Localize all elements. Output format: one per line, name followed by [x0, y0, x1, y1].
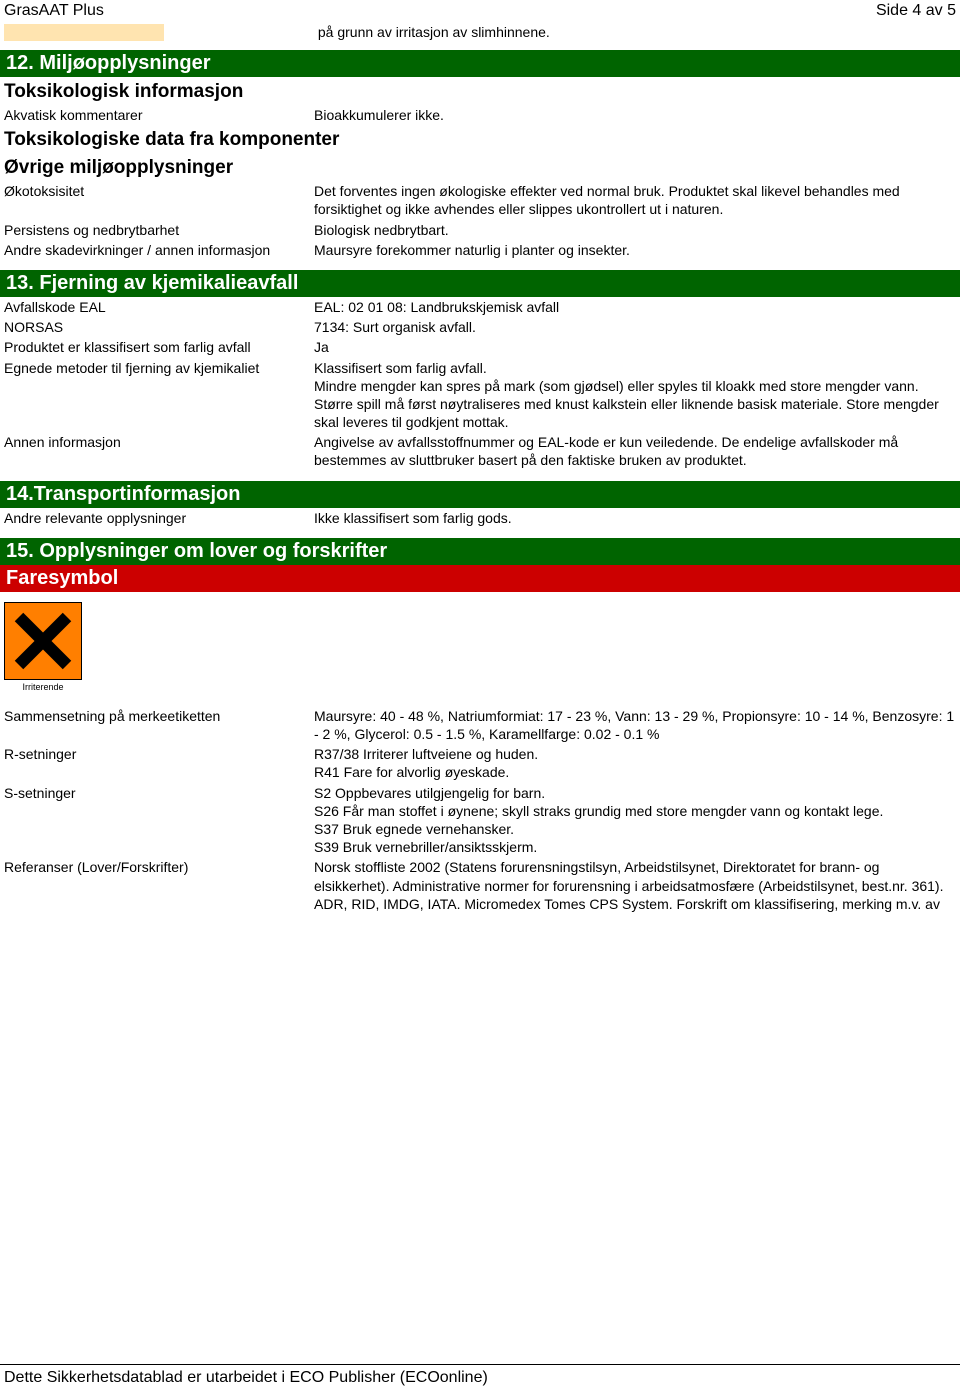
kv-value: Klassifisert som farlig avfall.Mindre me… [314, 359, 956, 432]
kv-label: Andre relevante opplysninger [4, 509, 314, 527]
indent-highlight-cell [4, 24, 164, 41]
kv-label: Annen informasjon [4, 433, 314, 469]
intro-indent-row: på grunn av irritasjon av slimhinnene. [0, 24, 960, 50]
kv-label: R-setninger [4, 745, 314, 781]
page-header: GrasAAT Plus Side 4 av 5 [0, 0, 960, 24]
kv-row: Avfallskode EAL EAL: 02 01 08: Landbruks… [0, 297, 960, 317]
kv-row: Annen informasjon Angivelse av avfallsst… [0, 432, 960, 470]
section-15-heading: 15. Opplysninger om lover og forskrifter [0, 538, 960, 565]
kv-label: Egnede metoder til fjerning av kjemikali… [4, 359, 314, 432]
intro-indent-text: på grunn av irritasjon av slimhinnene. [168, 24, 550, 50]
kv-label: Produktet er klassifisert som farlig avf… [4, 338, 314, 356]
kv-value: Biologisk nedbrytbart. [314, 221, 956, 239]
section-12-sub3: Øvrige miljøopplysninger [0, 153, 960, 181]
kv-value: Bioakkumulerer ikke. [314, 106, 956, 124]
section-14-heading: 14.Transportinformasjon [0, 481, 960, 508]
kv-row: Persistens og nedbrytbarhet Biologisk ne… [0, 220, 960, 240]
kv-label: S-setninger [4, 784, 314, 857]
kv-row: Andre relevante opplysninger Ikke klassi… [0, 508, 960, 528]
kv-row: NORSAS 7134: Surt organisk avfall. [0, 317, 960, 337]
kv-row: Egnede metoder til fjerning av kjemikali… [0, 358, 960, 433]
kv-value: Maursyre: 40 - 48 %, Natriumformiat: 17 … [314, 707, 956, 743]
hazard-symbol-block: Irriterende [0, 592, 960, 696]
kv-label: Persistens og nedbrytbarhet [4, 221, 314, 239]
kv-value: EAL: 02 01 08: Landbrukskjemisk avfall [314, 298, 956, 316]
kv-label: Avfallskode EAL [4, 298, 314, 316]
kv-row: R-setninger R37/38 Irriterer luftveiene … [0, 744, 960, 782]
section-13-heading: 13. Fjerning av kjemikalieavfall [0, 270, 960, 297]
kv-label: Økotoksisitet [4, 182, 314, 218]
kv-label: Akvatisk kommentarer [4, 106, 314, 124]
kv-value: Det forventes ingen økologiske effekter … [314, 182, 956, 218]
kv-row: Andre skadevirkninger / annen informasjo… [0, 240, 960, 260]
kv-row: Sammensetning på merkeetiketten Maursyre… [0, 706, 960, 744]
kv-value: 7134: Surt organisk avfall. [314, 318, 956, 336]
kv-row: S-setninger S2 Oppbevares utilgjengelig … [0, 783, 960, 858]
kv-row: Produktet er klassifisert som farlig avf… [0, 337, 960, 357]
section-12-heading: 12. Miljøopplysninger [0, 50, 960, 77]
hazard-x-icon [11, 609, 75, 673]
kv-row: Referanser (Lover/Forskrifter) Norsk sto… [0, 857, 960, 914]
kv-label: Referanser (Lover/Forskrifter) [4, 858, 314, 913]
kv-value: Norsk stoffliste 2002 (Statens forurensn… [314, 858, 956, 913]
page-footer: Dette Sikkerhetsdatablad er utarbeidet i… [0, 1364, 960, 1397]
kv-value: Angivelse av avfallsstoffnummer og EAL-k… [314, 433, 956, 469]
kv-label: Andre skadevirkninger / annen informasjo… [4, 241, 314, 259]
kv-value: Ikke klassifisert som farlig gods. [314, 509, 956, 527]
kv-label: NORSAS [4, 318, 314, 336]
section-12-sub1: Toksikologisk informasjon [0, 77, 960, 105]
page-indicator: Side 4 av 5 [876, 2, 956, 20]
kv-value: R37/38 Irriterer luftveiene og huden.R41… [314, 745, 956, 781]
hazard-symbol-irritant [4, 602, 82, 680]
kv-row: Akvatisk kommentarer Bioakkumulerer ikke… [0, 105, 960, 125]
kv-label: Sammensetning på merkeetiketten [4, 707, 314, 743]
kv-value: Ja [314, 338, 956, 356]
product-name: GrasAAT Plus [4, 2, 104, 20]
kv-value: Maursyre forekommer naturlig i planter o… [314, 241, 956, 259]
kv-row: Økotoksisitet Det forventes ingen økolog… [0, 181, 960, 219]
section-12-sub2: Toksikologiske data fra komponenter [0, 125, 960, 153]
hazard-caption: Irriterende [4, 680, 82, 692]
kv-value: S2 Oppbevares utilgjengelig for barn.S26… [314, 784, 956, 857]
section-15-subheading: Faresymbol [0, 565, 960, 592]
